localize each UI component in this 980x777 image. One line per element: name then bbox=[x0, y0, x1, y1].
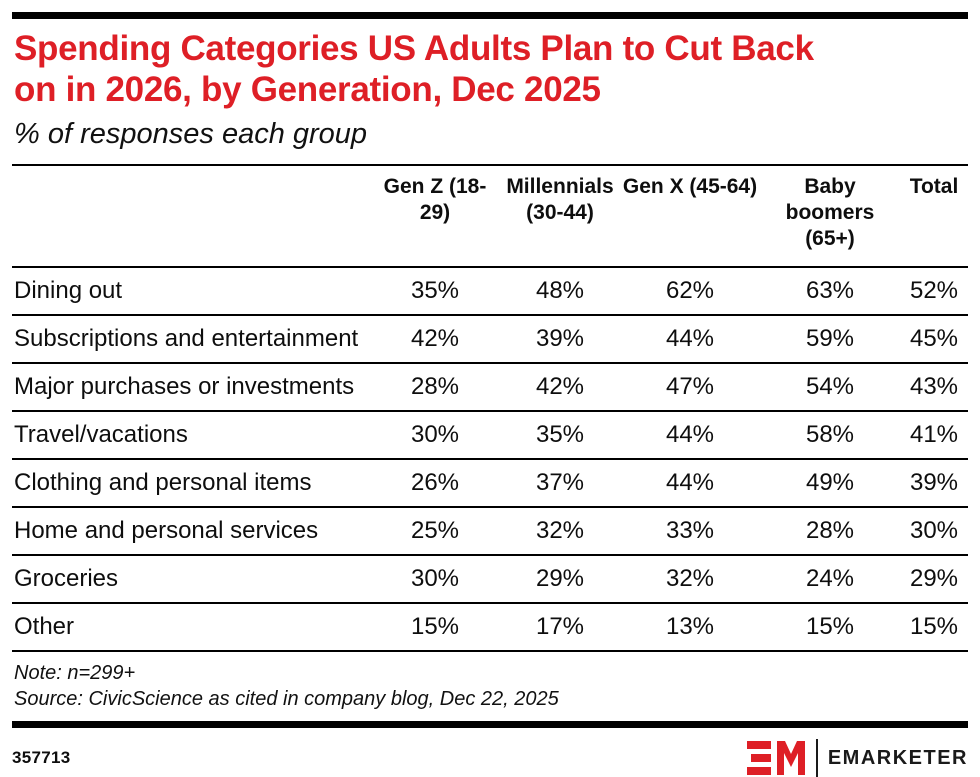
table-row: Major purchases or investments 28% 42% 4… bbox=[12, 362, 968, 412]
data-cell: 35% bbox=[500, 410, 620, 460]
data-cell: 59% bbox=[760, 314, 900, 364]
title-line-2: on in 2026, by Generation, Dec 2025 bbox=[14, 69, 601, 109]
data-cell: 17% bbox=[500, 602, 620, 652]
row-label: Other bbox=[12, 602, 370, 652]
data-cell: 39% bbox=[500, 314, 620, 364]
chart-id: 357713 bbox=[12, 748, 71, 768]
data-cell: 45% bbox=[900, 314, 968, 364]
data-cell: 62% bbox=[665, 277, 715, 305]
em-monogram-icon bbox=[746, 741, 805, 776]
data-table: Gen Z (18-29) Millennials (30-44) Gen X … bbox=[12, 164, 968, 653]
emarketer-wordmark: EMARKETER bbox=[827, 746, 968, 769]
data-cell: 13% bbox=[620, 602, 760, 652]
chart-subtitle: % of responses each group bbox=[14, 117, 368, 150]
data-cell: 48% bbox=[535, 277, 585, 305]
footnotes: Note: n=299+ Source: CivicScience as cit… bbox=[14, 660, 968, 712]
footer: 357713 EMARKETER bbox=[12, 739, 968, 777]
table-row: Subscriptions and entertainment 42% 39% … bbox=[12, 314, 968, 364]
data-cell: 30% bbox=[370, 554, 500, 604]
table-row: Clothing and personal items 26% 37% 44% … bbox=[12, 458, 968, 508]
data-cell: 33% bbox=[620, 506, 760, 556]
data-cell: 44% bbox=[620, 314, 760, 364]
data-cell: 39% bbox=[900, 458, 968, 508]
row-label: Home and personal services bbox=[12, 506, 370, 556]
data-cell: 63% bbox=[805, 277, 855, 305]
emarketer-logo: EMARKETER bbox=[746, 739, 968, 777]
data-cell: 29% bbox=[500, 554, 620, 604]
data-cell: 28% bbox=[370, 362, 500, 412]
data-cell: 35% bbox=[410, 277, 460, 305]
row-label: Subscriptions and entertainment bbox=[12, 314, 370, 364]
table-row: Groceries 30% 29% 32% 24% 29% bbox=[12, 554, 968, 604]
column-header-gen-x: Gen X (45-64) bbox=[620, 165, 760, 269]
data-cell: 44% bbox=[620, 410, 760, 460]
footer-rule bbox=[12, 721, 968, 729]
data-cell: 25% bbox=[370, 506, 500, 556]
data-cell: 44% bbox=[620, 458, 760, 508]
table-row: Travel/vacations 30% 35% 44% 58% 41% bbox=[12, 410, 968, 460]
data-cell: 42% bbox=[370, 314, 500, 364]
column-header-total: Total bbox=[900, 165, 968, 269]
data-cell: 29% bbox=[900, 554, 968, 604]
row-label: Travel/vacations bbox=[12, 410, 370, 460]
table-row: Dining out 35% 48% 62% 63% 52% bbox=[12, 267, 968, 315]
data-cell: 15% bbox=[370, 602, 500, 652]
data-cell: 15% bbox=[760, 602, 900, 652]
column-header-baby-boomers: Baby boomers (65+) bbox=[760, 165, 900, 269]
data-cell: 32% bbox=[500, 506, 620, 556]
data-cell: 37% bbox=[500, 458, 620, 508]
page-title: Spending Categories US Adults Plan to Cu… bbox=[14, 29, 968, 111]
data-cell: 47% bbox=[620, 362, 760, 412]
data-cell: 43% bbox=[900, 362, 968, 412]
data-cell: 26% bbox=[370, 458, 500, 508]
data-cell: 24% bbox=[760, 554, 900, 604]
top-rule bbox=[12, 12, 968, 19]
data-cell: 49% bbox=[760, 458, 900, 508]
data-cell: 30% bbox=[370, 410, 500, 460]
row-label: Groceries bbox=[12, 554, 370, 604]
data-cell: 58% bbox=[760, 410, 900, 460]
row-label: Clothing and personal items bbox=[12, 458, 370, 508]
column-header-gen-z: Gen Z (18-29) bbox=[370, 165, 500, 269]
column-header-millennials: Millennials (30-44) bbox=[500, 165, 620, 269]
row-label: Major purchases or investments bbox=[12, 362, 370, 412]
data-cell: 28% bbox=[760, 506, 900, 556]
header-row: Gen Z (18-29) Millennials (30-44) Gen X … bbox=[12, 165, 968, 269]
data-cell: 32% bbox=[620, 554, 760, 604]
row-label: Dining out bbox=[14, 277, 123, 305]
source-text: Source: CivicScience as cited in company… bbox=[14, 688, 559, 711]
data-cell: 42% bbox=[500, 362, 620, 412]
column-header-empty bbox=[12, 165, 370, 269]
data-cell: 52% bbox=[909, 277, 959, 305]
data-cell: 30% bbox=[900, 506, 968, 556]
table-row: Home and personal services 25% 32% 33% 2… bbox=[12, 506, 968, 556]
note-text: Note: n=299+ bbox=[14, 662, 136, 685]
title-line-1: Spending Categories US Adults Plan to Cu… bbox=[14, 29, 814, 68]
table-row: Other 15% 17% 13% 15% 15% bbox=[12, 602, 968, 652]
data-cell: 54% bbox=[760, 362, 900, 412]
data-cell: 41% bbox=[900, 410, 968, 460]
logo-divider bbox=[815, 739, 818, 777]
data-cell: 15% bbox=[900, 602, 968, 652]
